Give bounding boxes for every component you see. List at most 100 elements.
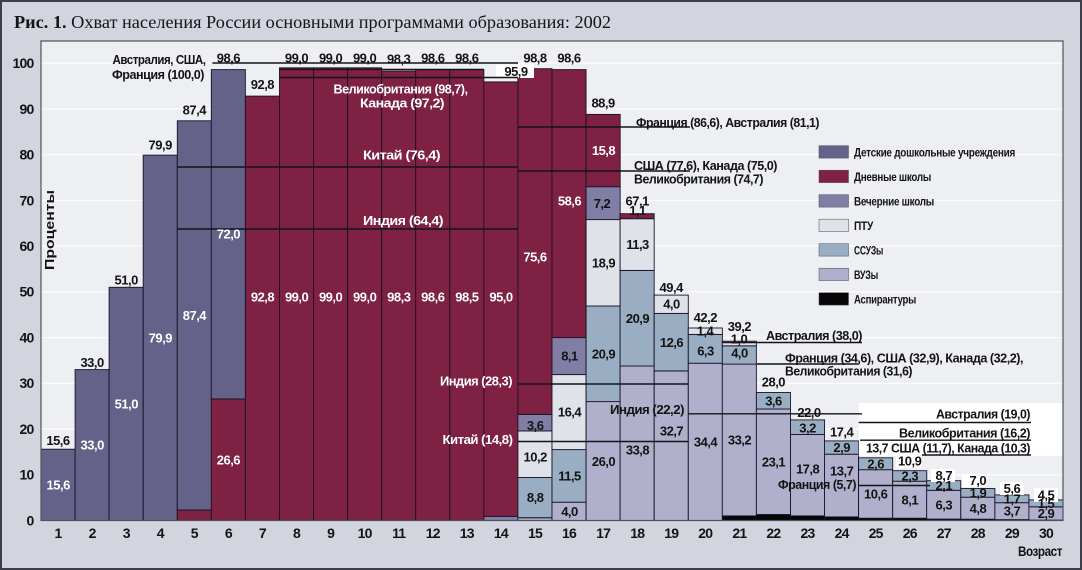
- svg-text:2,6: 2,6: [867, 456, 884, 471]
- svg-text:Австралия, США,: Австралия, США,: [113, 52, 206, 67]
- svg-text:98,6: 98,6: [421, 290, 445, 305]
- svg-text:99,0: 99,0: [353, 290, 377, 305]
- svg-text:19: 19: [664, 525, 679, 541]
- svg-text:20: 20: [698, 525, 713, 541]
- svg-text:3,2: 3,2: [799, 421, 816, 436]
- svg-text:Великобритания (16,2): Великобритания (16,2): [899, 425, 1030, 440]
- svg-text:98,6: 98,6: [557, 50, 581, 65]
- svg-text:22,0: 22,0: [797, 405, 821, 420]
- svg-text:98,6: 98,6: [421, 50, 445, 65]
- svg-text:23: 23: [801, 525, 816, 541]
- svg-text:90: 90: [20, 101, 35, 117]
- svg-text:33,0: 33,0: [81, 438, 105, 453]
- svg-text:95,9: 95,9: [504, 64, 528, 79]
- svg-text:ВУЗы: ВУЗы: [854, 270, 878, 282]
- svg-text:79,9: 79,9: [149, 138, 173, 153]
- svg-text:27: 27: [937, 525, 952, 541]
- svg-text:Вечерние школы: Вечерние школы: [854, 196, 934, 208]
- svg-text:98,3: 98,3: [387, 290, 411, 305]
- svg-text:33,8: 33,8: [626, 443, 650, 458]
- svg-text:4,5: 4,5: [1038, 488, 1055, 503]
- svg-text:16,4: 16,4: [558, 405, 583, 420]
- svg-text:49,4: 49,4: [660, 280, 685, 295]
- svg-text:Австралия (38,0): Австралия (38,0): [766, 328, 862, 343]
- svg-text:ССУЗы: ССУЗы: [854, 245, 883, 257]
- svg-text:30: 30: [20, 375, 35, 391]
- svg-text:1: 1: [55, 525, 63, 541]
- svg-text:17,8: 17,8: [796, 462, 820, 477]
- svg-text:Великобритания (31,6): Великобритания (31,6): [785, 364, 912, 379]
- svg-text:25: 25: [869, 525, 884, 541]
- svg-text:51,0: 51,0: [115, 273, 139, 288]
- svg-text:99,0: 99,0: [285, 50, 309, 65]
- svg-text:Возраст: Возраст: [1018, 544, 1063, 559]
- svg-text:51,0: 51,0: [115, 397, 139, 412]
- svg-text:15: 15: [528, 525, 543, 541]
- svg-text:7: 7: [259, 525, 267, 541]
- svg-text:95,0: 95,0: [489, 290, 513, 305]
- svg-text:20: 20: [20, 421, 35, 437]
- svg-text:100: 100: [13, 55, 35, 71]
- svg-text:75,6: 75,6: [523, 250, 547, 265]
- svg-text:1,9: 1,9: [970, 485, 987, 500]
- svg-text:88,9: 88,9: [591, 95, 615, 110]
- svg-text:Китай (76,4): Китай (76,4): [363, 147, 440, 162]
- svg-text:3,7: 3,7: [1004, 504, 1021, 519]
- svg-text:10: 10: [20, 467, 35, 483]
- svg-text:28,0: 28,0: [762, 375, 786, 390]
- svg-text:5: 5: [191, 525, 199, 541]
- svg-text:12: 12: [426, 525, 441, 541]
- svg-text:Аспирантуры: Аспирантуры: [854, 294, 916, 306]
- svg-text:2: 2: [89, 525, 97, 541]
- svg-text:Канада (97,2): Канада (97,2): [360, 95, 444, 110]
- svg-text:29: 29: [1005, 525, 1020, 541]
- svg-text:11: 11: [392, 525, 406, 541]
- svg-text:4,8: 4,8: [970, 501, 987, 516]
- svg-text:79,9: 79,9: [149, 330, 173, 345]
- svg-text:11,3: 11,3: [626, 237, 649, 252]
- svg-text:Индия (22,2): Индия (22,2): [610, 402, 684, 417]
- svg-text:4,0: 4,0: [561, 504, 578, 519]
- svg-text:Великобритания (98,7),: Великобритания (98,7),: [334, 81, 468, 96]
- svg-text:Великобритания (74,7): Великобритания (74,7): [634, 171, 763, 186]
- svg-text:Детские дошкольные учреждения: Детские дошкольные учреждения: [854, 147, 1015, 159]
- svg-text:42,2: 42,2: [694, 310, 718, 325]
- svg-text:50: 50: [20, 284, 35, 300]
- svg-text:15,8: 15,8: [592, 143, 616, 158]
- svg-text:26: 26: [903, 525, 918, 541]
- svg-text:98,8: 98,8: [523, 50, 547, 65]
- svg-text:6,3: 6,3: [697, 344, 714, 359]
- svg-text:Индия (64,4): Индия (64,4): [363, 213, 443, 228]
- svg-text:23,1: 23,1: [762, 454, 786, 469]
- svg-text:98,6: 98,6: [217, 50, 241, 65]
- svg-text:Франция (86,6), Австралия (81,: Франция (86,6), Австралия (81,1): [636, 115, 819, 130]
- svg-text:99,0: 99,0: [319, 50, 343, 65]
- svg-text:21: 21: [732, 525, 747, 541]
- svg-text:11,5: 11,5: [558, 469, 581, 484]
- svg-text:3,6: 3,6: [765, 393, 782, 408]
- svg-text:4,0: 4,0: [731, 346, 748, 361]
- svg-text:4: 4: [157, 525, 165, 541]
- svg-text:Франция (34,6), США (32,9), Ка: Франция (34,6), США (32,9), Канада (32,2…: [785, 350, 1023, 365]
- svg-text:8,7: 8,7: [936, 468, 953, 483]
- svg-text:7,0: 7,0: [970, 473, 987, 488]
- svg-text:28: 28: [971, 525, 986, 541]
- svg-text:США (77,6), Канада (75,0): США (77,6), Канада (75,0): [634, 158, 777, 173]
- svg-text:18,9: 18,9: [592, 255, 616, 270]
- svg-text:7,2: 7,2: [594, 196, 611, 211]
- svg-text:22: 22: [766, 525, 781, 541]
- svg-text:98,5: 98,5: [455, 290, 479, 305]
- svg-text:60: 60: [20, 238, 35, 254]
- svg-text:13,7 США (11,7), Канада (10,3): 13,7 США (11,7), Канада (10,3): [866, 440, 1030, 455]
- svg-text:13: 13: [460, 525, 475, 541]
- svg-text:99,0: 99,0: [353, 50, 377, 65]
- svg-text:Франция (100,0): Франция (100,0): [112, 67, 204, 82]
- svg-text:13,7: 13,7: [830, 464, 854, 479]
- svg-text:33,0: 33,0: [80, 355, 104, 370]
- svg-text:33,2: 33,2: [728, 433, 752, 448]
- svg-text:10: 10: [358, 525, 373, 541]
- svg-text:2,3: 2,3: [902, 469, 919, 484]
- svg-text:17,4: 17,4: [830, 425, 855, 440]
- svg-text:32,7: 32,7: [660, 424, 684, 439]
- svg-text:8,8: 8,8: [527, 490, 544, 505]
